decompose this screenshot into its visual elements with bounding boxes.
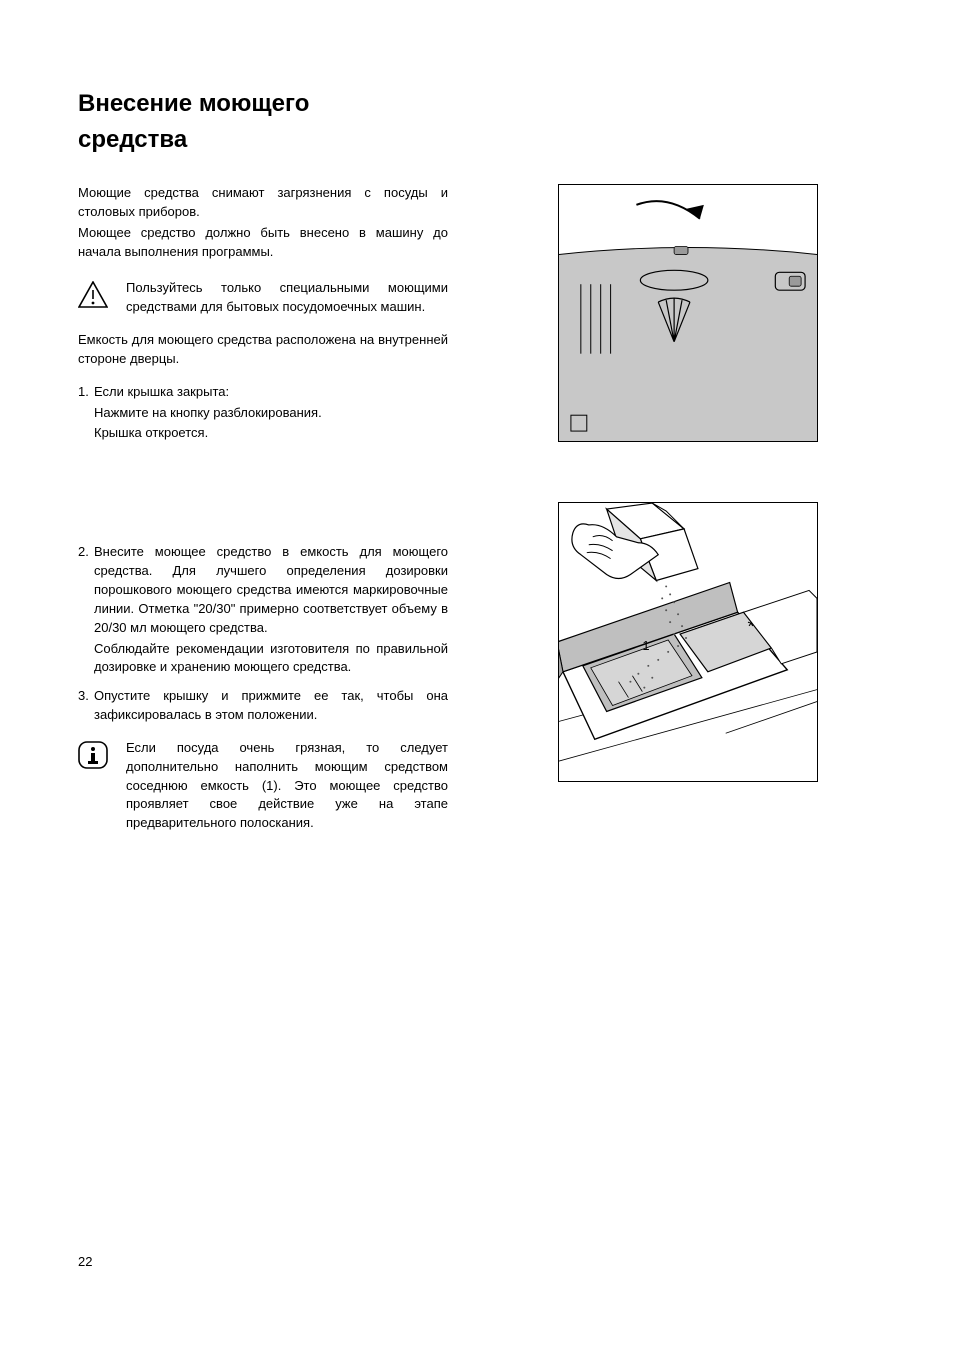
right-column: 1 * — [558, 184, 818, 847]
step-2-body: Внесите моющее средство в емкость для мо… — [94, 543, 448, 679]
info-callout: Если посуда очень грязная, то следует до… — [78, 739, 448, 833]
step-3-body: Опустите крышку и прижмите ее так, чтобы… — [94, 687, 448, 727]
page: Внесение моющего средства Моющие средств… — [0, 0, 954, 1351]
left-column: Моющие средства снимают загрязнения с по… — [78, 184, 448, 847]
warning-icon — [78, 279, 112, 317]
step-3-number: 3. — [78, 687, 94, 727]
step-1-number: 1. — [78, 383, 94, 446]
figure-2-label-1: 1 — [642, 638, 649, 653]
figure-1 — [558, 184, 818, 442]
step-2: 2. Внесите моющее средство в емкость для… — [78, 543, 448, 679]
step-1-line-2: Нажмите на кнопку разблокирования. — [94, 404, 448, 423]
step-1-line-1: Если крышка закрыта: — [94, 383, 448, 402]
figure-2: 1 * — [558, 502, 818, 782]
vertical-spacer — [78, 453, 448, 543]
page-number: 22 — [78, 1254, 92, 1269]
warning-text: Пользуйтесь только специальными моющими … — [126, 279, 448, 317]
step-1-body: Если крышка закрыта: Нажмите на кнопку р… — [94, 383, 448, 446]
step-2-number: 2. — [78, 543, 94, 679]
intro-paragraph-1: Моющие средства снимают загрязнения с по… — [78, 184, 448, 222]
step-1: 1. Если крышка закрыта: Нажмите на кнопк… — [78, 383, 448, 446]
step-3: 3. Опустите крышку и прижмите ее так, чт… — [78, 687, 448, 727]
heading-line-1: Внесение моющего — [78, 90, 309, 117]
step-2-paragraph-2: Соблюдайте рекомендации изготовителя по … — [94, 640, 448, 678]
step-3-paragraph-1: Опустите крышку и прижмите ее так, чтобы… — [94, 687, 448, 725]
step-2-paragraph-1: Внесите моющее средство в емкость для мо… — [94, 543, 448, 637]
page-title: Внесение моющего средства — [78, 86, 876, 158]
info-text: Если посуда очень грязная, то следует до… — [126, 739, 448, 833]
intro-paragraph-2: Моющее средство должно быть внесено в ма… — [78, 224, 448, 262]
step-1-line-3: Крышка откроется. — [94, 424, 448, 443]
heading-line-2: средства — [78, 126, 187, 153]
two-column-layout: Моющие средства снимают загрязнения с по… — [78, 184, 876, 847]
location-paragraph: Емкость для моющего средства расположена… — [78, 331, 448, 369]
warning-callout: Пользуйтесь только специальными моющими … — [78, 279, 448, 317]
info-icon — [78, 739, 112, 833]
